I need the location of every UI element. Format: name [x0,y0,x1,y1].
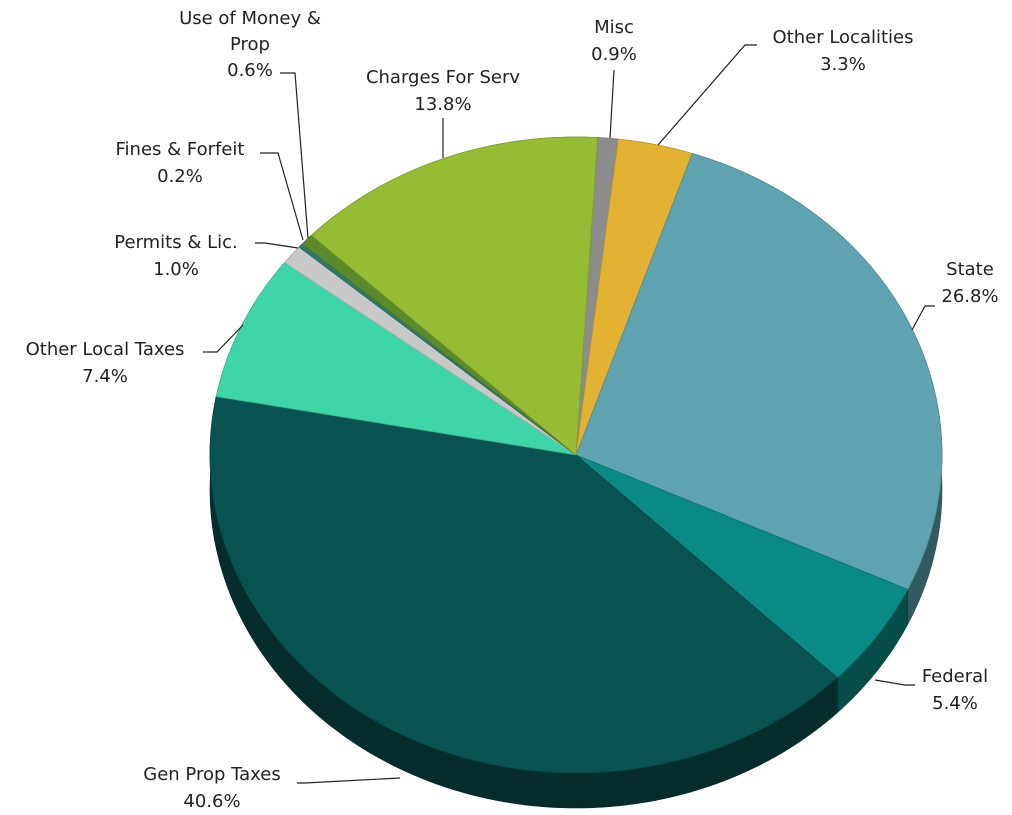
category-name: Other Localities [772,27,914,48]
slice-label: Charges For Serv 13.8% [366,64,520,118]
slice-label: Gen Prop Taxes 40.6% [143,761,280,815]
category-name: Use of Money & Prop [179,8,321,55]
category-name: Permits & Lic. [114,232,238,253]
value-label: 0.6% [227,60,273,81]
slice [209,396,838,774]
value-label: 0.9% [591,44,637,65]
leader-line [203,324,244,353]
leader-line [609,69,615,139]
leader-line [297,777,401,784]
leader-lines [203,44,935,784]
slice-label: Permits & Lic. 1.0% [114,229,237,283]
category-name: State [946,259,994,280]
slice-label: Federal 5.4% [922,663,988,717]
value-label: 40.6% [183,791,241,812]
slice-label: Other Localities 3.3% [773,24,914,78]
slice [575,454,909,679]
value-label: 1.0% [153,259,199,280]
value-label: 7.4% [82,366,128,387]
slice [310,136,599,456]
slice-label: Other Local Taxes 7.4% [26,336,185,390]
value-label: 3.3% [820,54,866,75]
category-name: Gen Prop Taxes [143,764,281,785]
leader-line [874,679,915,686]
slice-label: Use of Money & Prop 0.6% [165,6,335,84]
value-label: 5.4% [932,693,978,714]
leader-line [657,44,757,146]
category-name: Misc [594,17,634,38]
leader-line [260,152,304,241]
slice-label: State 26.8% [941,256,998,310]
leader-line [255,242,299,249]
slice-label: Misc 0.9% [591,14,637,68]
value-label: 26.8% [941,286,999,307]
value-label: 13.8% [414,94,472,115]
category-name: Federal [921,666,989,687]
slice-label: Fines & Forfeit 0.2% [116,136,245,190]
slice [575,138,693,456]
leader-line [280,72,309,239]
leader-line [911,305,935,331]
category-name: Fines & Forfeit [115,139,245,160]
category-name: Other Local Taxes [25,339,185,360]
category-name: Charges For Serv [365,67,521,88]
value-label: 0.2% [157,166,203,187]
